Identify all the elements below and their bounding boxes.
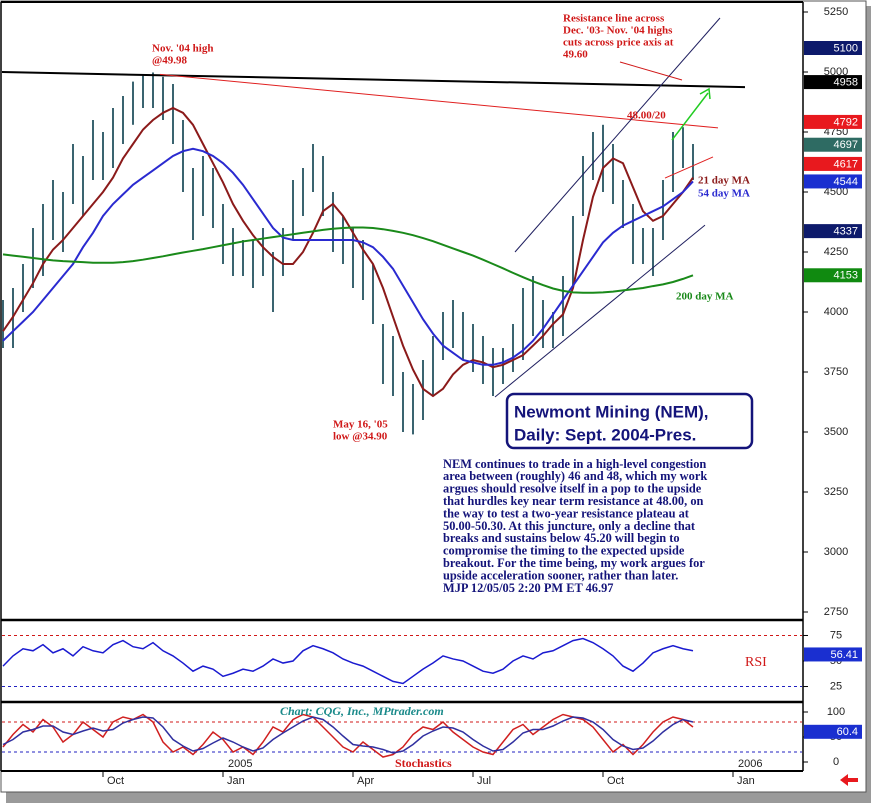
price-marker-label: 4617 <box>834 158 858 170</box>
price-marker-label: 4792 <box>834 116 858 128</box>
y-tick-label: 75 <box>830 629 842 641</box>
shadow <box>866 6 871 803</box>
x-tick-label: Jan <box>227 775 245 787</box>
price-marker-label: 4544 <box>834 176 858 188</box>
trend-line <box>494 224 706 398</box>
y-tick-label: 25 <box>830 680 842 692</box>
series-label: 21 day MA <box>698 175 750 187</box>
annotation: cuts across price axis at <box>563 37 674 49</box>
credit: Chart: CQG, Inc., MPtrader.com <box>280 704 444 718</box>
price-marker-label: 5100 <box>834 42 858 54</box>
series-line <box>2 147 694 366</box>
arrow-head <box>699 87 711 100</box>
y-tick-label: 100 <box>827 706 845 718</box>
nav-arrow[interactable] <box>840 774 858 786</box>
y-tick-label: 0 <box>833 756 839 768</box>
commentary-line: 50.00-50.30. At this juncture, only a de… <box>443 519 696 533</box>
x-tick-label: Apr <box>357 775 374 787</box>
annotation-pointer <box>619 61 683 81</box>
chart-title: Daily: Sept. 2004-Pres. <box>514 425 696 444</box>
commentary-line: the way to test a two-year resistance pl… <box>443 506 690 520</box>
x-year-label: 2005 <box>228 758 252 770</box>
price-marker-label: 4153 <box>834 270 858 282</box>
price-marker <box>804 114 862 129</box>
price-marker-label: 4697 <box>834 139 858 151</box>
commentary-line: compromise the timing to the expected up… <box>443 544 685 558</box>
price-marker <box>804 75 862 90</box>
plot-area <box>2 17 802 758</box>
price-marker <box>804 174 862 189</box>
trend-line <box>664 156 714 179</box>
title-box <box>505 392 754 450</box>
x-tick-label: Jan <box>737 775 755 787</box>
commentary-line: breakout. For the time being, my work ar… <box>443 556 705 570</box>
y-tick-label: 3500 <box>824 426 848 438</box>
panel <box>2 634 802 688</box>
annotation: 49.60 <box>563 49 588 61</box>
commentary-line: area between (roughly) 46 and 48, which … <box>443 469 707 483</box>
price-marker <box>804 224 862 239</box>
y-tick-label: 5250 <box>824 6 848 18</box>
price-marker-label: 4958 <box>834 76 858 88</box>
series-line <box>2 226 694 294</box>
y-tick-label: 3250 <box>824 486 848 498</box>
chart-title: Newmont Mining (NEM), <box>514 402 709 421</box>
price-marker <box>804 268 862 283</box>
arrow <box>671 92 709 141</box>
price-marker <box>804 156 862 171</box>
commentary: NEM continues to trade in a high-level c… <box>443 457 707 595</box>
price-marker <box>804 647 862 662</box>
y-tick-label: 4250 <box>824 246 848 258</box>
series-label: 54 day MA <box>698 188 750 200</box>
series-line <box>2 716 694 754</box>
price-marker <box>804 41 862 55</box>
series-line <box>2 106 694 398</box>
y-tick-label: 3000 <box>824 546 848 558</box>
price-marker <box>804 137 862 152</box>
x-tick-label: Jul <box>477 775 491 787</box>
y-tick-label: 4000 <box>824 306 848 318</box>
trend-line <box>159 73 719 129</box>
commentary-line: upside acceleration sooner, rather than … <box>443 568 678 582</box>
commentary-line: MJP 12/05/05 2:20 PM ET 46.97 <box>443 581 613 595</box>
trend-line <box>2 71 746 89</box>
price-marker <box>804 724 862 739</box>
trend-line <box>514 17 721 253</box>
commentary-line: NEM continues to trade in a high-level c… <box>443 457 706 471</box>
y-tick-label: 3750 <box>824 366 848 378</box>
annotation: Resistance line across <box>563 13 665 25</box>
shadow <box>6 792 871 803</box>
annotation: May 16, '05 <box>333 419 388 431</box>
price-marker-label: 60.4 <box>837 726 858 738</box>
price-marker-label: 56.41 <box>830 649 858 661</box>
annotation: @49.98 <box>152 55 187 67</box>
panel-label: RSI <box>745 655 767 670</box>
x-tick-label: Oct <box>607 775 624 787</box>
x-tick-label: Oct <box>107 775 124 787</box>
annotation: Dec. '03- Nov. '04 highs <box>563 25 673 37</box>
panel <box>2 713 802 758</box>
y-tick-label: 2750 <box>824 606 848 618</box>
panel-label: Stochastics <box>395 756 452 770</box>
price-marker-label: 4337 <box>834 226 858 238</box>
annotation: 48.00/20 <box>627 110 666 122</box>
series-line <box>2 637 694 685</box>
commentary-line: breaks and sustains below 45.20 will beg… <box>443 531 680 545</box>
x-year-label: 2006 <box>738 758 762 770</box>
commentary-line: argues should resolve itself in a pop to… <box>443 482 702 496</box>
annotation: Nov. '04 high <box>152 43 213 55</box>
y-tick-label: 5000 <box>824 66 848 78</box>
y-tick-label: 4500 <box>824 186 848 198</box>
panel <box>2 17 746 435</box>
series-label: 200 day MA <box>676 291 734 303</box>
commentary-line: that hurdles key near term resistance at… <box>443 494 704 508</box>
annotation: low @34.90 <box>333 431 388 443</box>
